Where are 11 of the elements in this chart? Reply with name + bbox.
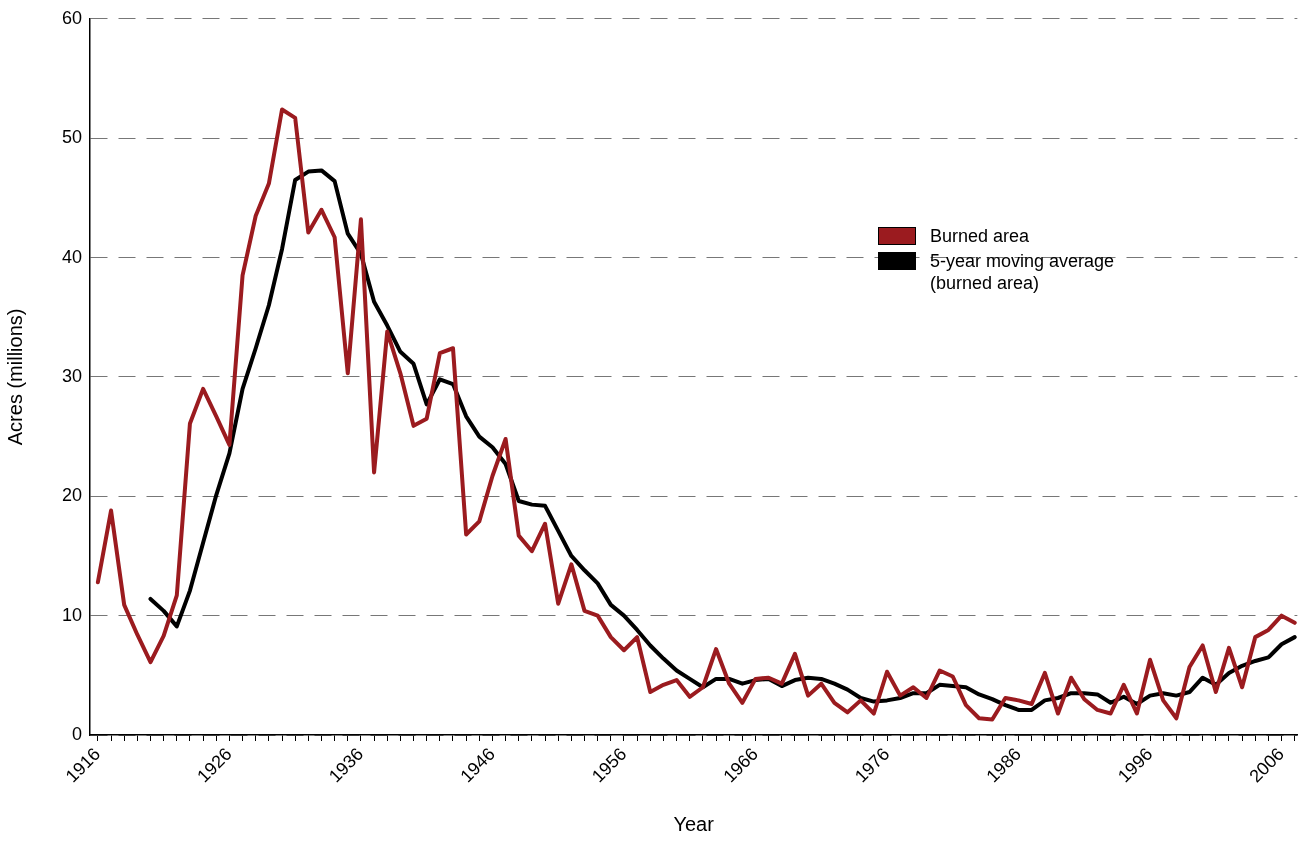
legend-label: 5-year moving average (burned area) [930, 250, 1116, 294]
y-tick-label: 40 [61, 246, 82, 267]
y-tick-label: 10 [61, 604, 82, 625]
legend-label: Burned area [930, 225, 1030, 247]
y-tick-label: 60 [61, 7, 82, 28]
y-tick-label: 20 [61, 485, 82, 506]
x-axis-title: Year [673, 812, 715, 835]
y-tick-label: 0 [71, 723, 82, 744]
y-axis-title: Acres (millions) [3, 308, 26, 446]
y-tick-label: 30 [61, 365, 82, 386]
y-tick-label: 50 [61, 127, 82, 148]
